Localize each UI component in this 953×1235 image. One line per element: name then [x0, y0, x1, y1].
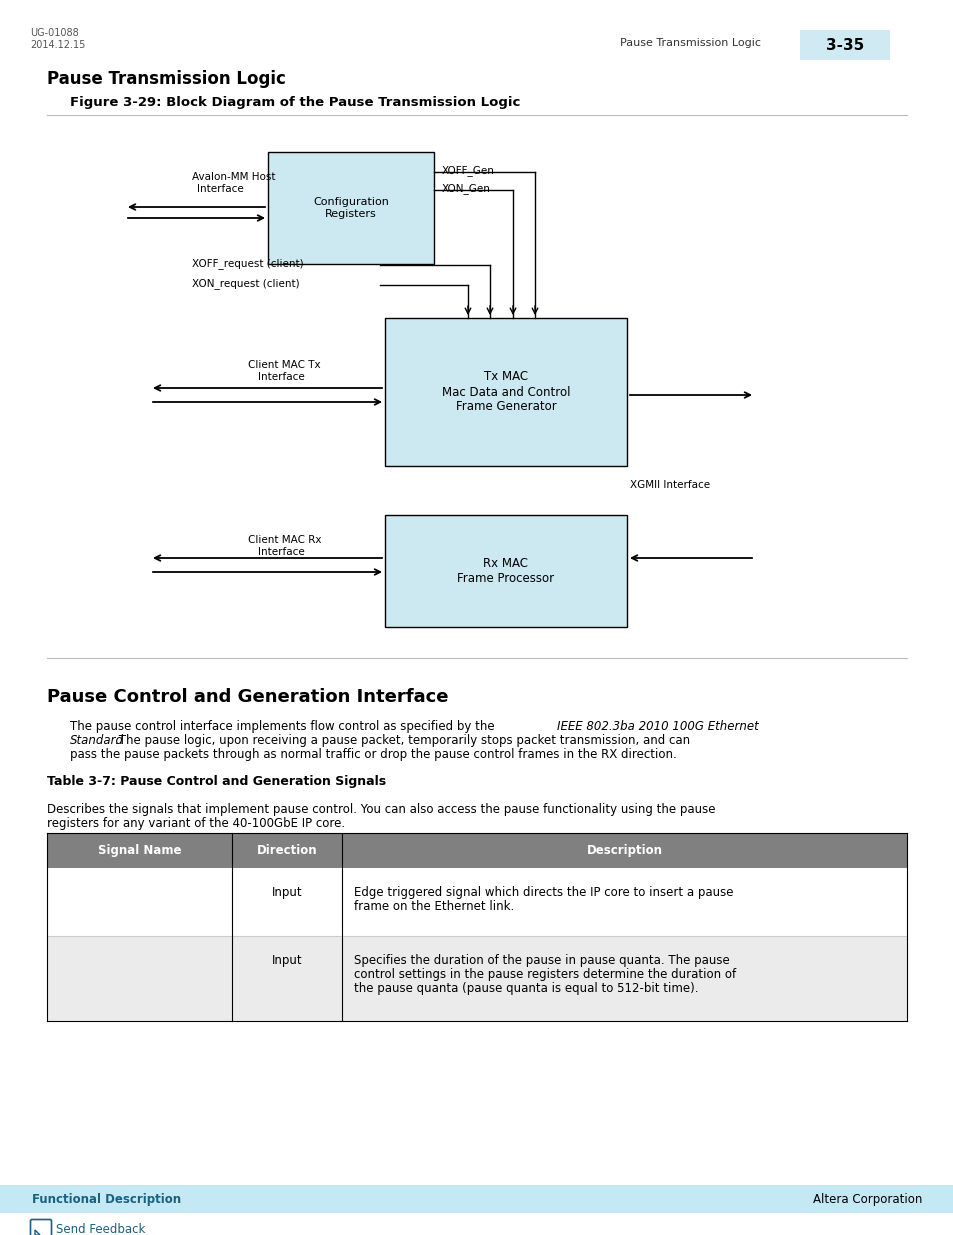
Text: Specifies the duration of the pause in pause quanta. The pause: Specifies the duration of the pause in p… — [354, 953, 729, 967]
Text: XON_Gen: XON_Gen — [441, 183, 491, 194]
Text: Send Feedback: Send Feedback — [56, 1223, 145, 1235]
Text: .The pause logic, upon receiving a pause packet, temporarily stops packet transm: .The pause logic, upon receiving a pause… — [115, 734, 689, 747]
Text: IEEE 802.3ba 2010 100G Ethernet: IEEE 802.3ba 2010 100G Ethernet — [557, 720, 758, 734]
Polygon shape — [35, 1230, 40, 1235]
Text: XOFF_Gen: XOFF_Gen — [441, 165, 495, 175]
Text: pass the pause packets through as normal traffic or drop the pause control frame: pass the pause packets through as normal… — [70, 748, 676, 761]
Text: The pause control interface implements flow control as specified by the: The pause control interface implements f… — [70, 720, 497, 734]
Bar — [268, 152, 434, 264]
Text: Functional Description: Functional Description — [32, 1193, 181, 1205]
Text: XOFF_request (client): XOFF_request (client) — [192, 258, 303, 269]
Text: Client MAC Tx: Client MAC Tx — [248, 359, 320, 370]
Text: XGMII Interface: XGMII Interface — [629, 480, 709, 490]
Bar — [800, 30, 889, 61]
Text: Altera Corporation: Altera Corporation — [812, 1193, 921, 1205]
Text: Edge triggered signal which directs the IP core to insert a pause: Edge triggered signal which directs the … — [354, 885, 733, 899]
Text: Interface: Interface — [196, 184, 244, 194]
Text: Table 3-7: Pause Control and Generation Signals: Table 3-7: Pause Control and Generation … — [47, 776, 386, 788]
Text: Pause Transmission Logic: Pause Transmission Logic — [619, 38, 760, 48]
Text: Figure 3-29: Block Diagram of the Pause Transmission Logic: Figure 3-29: Block Diagram of the Pause … — [70, 96, 519, 109]
Text: Input: Input — [272, 885, 302, 899]
Text: UG-01088: UG-01088 — [30, 28, 79, 38]
Text: 2014.12.15: 2014.12.15 — [30, 40, 85, 49]
Text: Pause Control and Generation Interface: Pause Control and Generation Interface — [47, 688, 448, 706]
Bar — [47, 832, 906, 868]
Text: Configuration
Registers: Configuration Registers — [313, 198, 389, 219]
Text: Input: Input — [272, 953, 302, 967]
Text: Avalon-MM Host: Avalon-MM Host — [192, 172, 275, 182]
Bar — [385, 515, 626, 627]
Text: Interface: Interface — [257, 372, 304, 382]
Bar — [47, 936, 906, 1021]
Text: XON_request (client): XON_request (client) — [192, 278, 299, 289]
Bar — [0, 1186, 953, 1213]
Text: Interface: Interface — [257, 547, 304, 557]
Text: 3-35: 3-35 — [825, 37, 863, 53]
Text: Rx MAC
Frame Processor: Rx MAC Frame Processor — [456, 557, 554, 585]
Text: Pause Transmission Logic: Pause Transmission Logic — [47, 70, 286, 88]
Text: the pause quanta (pause quanta is equal to 512-bit time).: the pause quanta (pause quanta is equal … — [354, 982, 698, 995]
Text: Description: Description — [586, 844, 661, 857]
Text: control settings in the pause registers determine the duration of: control settings in the pause registers … — [354, 968, 736, 981]
Text: Direction: Direction — [256, 844, 317, 857]
Text: Client MAC Rx: Client MAC Rx — [248, 535, 321, 545]
Bar — [385, 317, 626, 466]
Bar — [47, 868, 906, 936]
Text: Describes the signals that implement pause control. You can also access the paus: Describes the signals that implement pau… — [47, 803, 715, 816]
Text: Tx MAC
Mac Data and Control
Frame Generator: Tx MAC Mac Data and Control Frame Genera… — [441, 370, 570, 414]
Text: registers for any variant of the 40-100GbE IP core.: registers for any variant of the 40-100G… — [47, 818, 345, 830]
Text: frame on the Ethernet link.: frame on the Ethernet link. — [354, 900, 514, 913]
Text: Standard: Standard — [70, 734, 124, 747]
Text: Signal Name: Signal Name — [97, 844, 181, 857]
FancyBboxPatch shape — [30, 1219, 51, 1235]
